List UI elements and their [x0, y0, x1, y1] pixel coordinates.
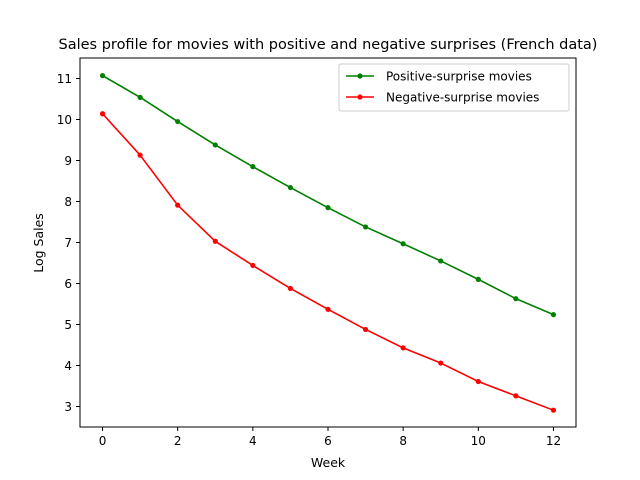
- x-tick-label: 6: [324, 434, 332, 448]
- series-1: [99, 73, 557, 318]
- data-point: [137, 94, 143, 100]
- legend-label: Negative-surprise movies: [386, 91, 539, 105]
- data-point: [325, 205, 331, 211]
- data-point: [212, 142, 218, 148]
- y-tick-label: 4: [64, 359, 72, 373]
- data-point: [99, 111, 106, 117]
- x-axis-label: Week: [311, 455, 346, 470]
- y-tick-label: 9: [64, 154, 72, 168]
- legend-label: Positive-surprise movies: [386, 70, 532, 84]
- plot-frame: [79, 57, 577, 428]
- data-point: [175, 202, 181, 208]
- y-tick-label: 7: [64, 236, 72, 250]
- data-point: [287, 184, 294, 191]
- chart-title: Sales profile for movies with positive a…: [59, 37, 598, 53]
- data-point: [175, 118, 181, 125]
- y-axis-label: Log Sales: [31, 213, 46, 273]
- data-point: [250, 164, 256, 170]
- legend: Positive-surprise movies Negative-surpris…: [338, 63, 570, 112]
- x-tick-label: 8: [399, 434, 407, 448]
- legend-box: [338, 63, 570, 112]
- data-point: [212, 238, 218, 244]
- legend-swatch-marker: [357, 73, 363, 79]
- data-point: [475, 378, 481, 385]
- x-tick-label: 10: [471, 434, 486, 448]
- data-point: [438, 258, 444, 264]
- data-point: [362, 224, 369, 230]
- plot-area: [79, 57, 577, 428]
- data-point: [550, 312, 557, 318]
- x-tick-label: 4: [249, 434, 257, 448]
- y-axis: 3 4 5 6 7 8 9 10 11: [57, 72, 80, 414]
- data-point: [513, 393, 519, 399]
- data-point: [99, 73, 106, 79]
- data-point: [137, 152, 143, 158]
- data-point: [250, 262, 256, 269]
- y-tick-label: 8: [64, 195, 72, 209]
- y-tick-label: 10: [57, 113, 72, 127]
- legend-item: Positive-surprise movies: [346, 70, 532, 84]
- data-point: [475, 276, 481, 282]
- data-point: [362, 326, 369, 333]
- y-tick-label: 5: [64, 318, 72, 332]
- x-tick-label: 12: [546, 434, 561, 448]
- data-point: [438, 360, 444, 366]
- data-point: [400, 345, 406, 351]
- y-tick-label: 6: [64, 277, 72, 291]
- series-2: [99, 111, 557, 413]
- data-point: [550, 407, 557, 413]
- data-point: [513, 296, 519, 302]
- data-point: [325, 306, 331, 312]
- y-tick-label: 3: [64, 400, 72, 414]
- x-axis: 0 2 4 6 8 10 12: [99, 427, 561, 448]
- data-point: [400, 241, 406, 247]
- x-tick-label: 2: [174, 434, 182, 448]
- legend-item: Negative-surprise movies: [346, 91, 539, 105]
- x-tick-label: 0: [99, 434, 107, 448]
- y-tick-label: 11: [57, 72, 72, 86]
- data-point: [287, 285, 294, 292]
- series-layer: [99, 73, 557, 413]
- legend-swatch-marker: [357, 94, 363, 100]
